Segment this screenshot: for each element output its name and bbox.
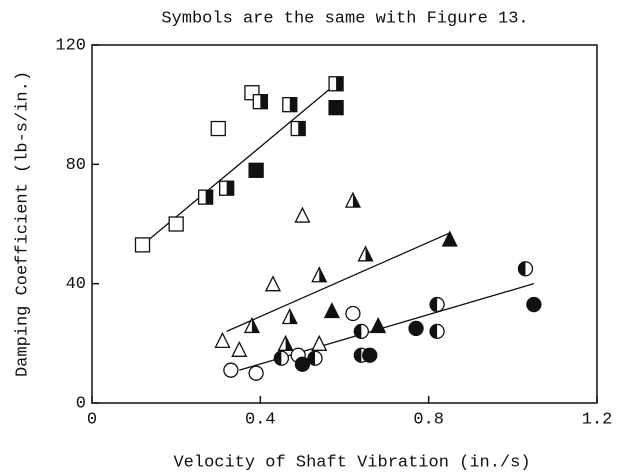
data-point (281, 308, 298, 325)
data-point (231, 340, 248, 357)
data-point (294, 356, 311, 372)
marker-half (260, 94, 268, 109)
data-point (429, 296, 445, 313)
x-tick-label: 0 (87, 410, 97, 429)
marker-outline (294, 356, 311, 372)
data-point (517, 261, 534, 277)
y-tick-label: 0 (76, 394, 86, 413)
data-point (307, 350, 323, 366)
data-point (290, 120, 306, 137)
marker-half (352, 193, 360, 208)
data-point (134, 237, 151, 253)
data-point (328, 76, 344, 92)
marker-half (308, 351, 316, 366)
y-tick-label: 80 (66, 156, 86, 175)
data-point (311, 266, 328, 283)
y-tick-label: 40 (66, 275, 86, 294)
marker-outline (264, 275, 282, 292)
marker-outline (248, 162, 264, 178)
fit-line (226, 232, 450, 332)
data-point (197, 189, 214, 205)
data-point (429, 323, 445, 340)
marker-half (354, 348, 362, 363)
marker-half (336, 76, 344, 91)
data-point (210, 120, 226, 137)
data-point (441, 230, 458, 247)
data-point (168, 216, 184, 232)
data-point (311, 334, 328, 351)
chart-title: Symbols are the same with Figure 13. (161, 9, 528, 28)
x-tick-label: 0.4 (245, 410, 276, 429)
marker-outline (168, 216, 184, 232)
plot-frame (91, 44, 598, 404)
data-point (223, 362, 239, 378)
marker-outline (248, 365, 264, 381)
data-point (323, 302, 340, 319)
marker-half (274, 351, 282, 366)
data-point (328, 100, 344, 116)
data-point (219, 180, 235, 196)
marker-outline (214, 331, 231, 349)
marker-outline (294, 206, 311, 223)
marker-half (319, 267, 327, 282)
data-point (252, 94, 268, 110)
x-tick-label: 1.2 (582, 410, 613, 429)
data-point (345, 305, 361, 322)
data-point (357, 245, 374, 262)
marker-outline (323, 302, 340, 319)
marker-half (289, 97, 297, 112)
data-point (408, 320, 424, 337)
marker-outline (134, 237, 151, 253)
data-point (277, 334, 294, 351)
y-axis-label: Damping Coefficient (lb-s/in.) (13, 71, 32, 377)
marker-half (298, 121, 306, 136)
data-point (273, 350, 290, 366)
data-point (353, 323, 369, 340)
marker-half (285, 336, 293, 351)
marker-half (518, 261, 526, 276)
data-point (214, 331, 231, 349)
marker-outline (441, 230, 458, 247)
marker-half (354, 324, 362, 339)
marker-outline (408, 320, 424, 337)
marker-half (365, 246, 373, 261)
marker-half (430, 297, 438, 312)
data-point (243, 316, 260, 334)
data-point (294, 206, 311, 223)
marker-half (205, 190, 213, 205)
data-point (264, 275, 282, 292)
marker-half (430, 324, 438, 339)
data-point (370, 316, 387, 334)
marker-outline (370, 316, 387, 334)
data-point (362, 347, 378, 363)
data-point (526, 296, 542, 313)
marker-outline (231, 340, 248, 357)
x-tick-label: 0.8 (413, 410, 444, 429)
marker-outline (526, 296, 542, 313)
x-axis-label: Velocity of Shaft Vibration (in./s) (173, 453, 530, 472)
data-point (344, 191, 361, 208)
data-point (282, 97, 298, 113)
marker-outline (328, 100, 344, 116)
marker-half (251, 318, 259, 333)
y-tick-label: 120 (55, 36, 86, 55)
marker-outline (362, 347, 378, 363)
marker-half (289, 309, 297, 324)
marker-half (226, 181, 234, 196)
data-point (248, 162, 264, 178)
marker-outline (210, 120, 226, 137)
data-point (248, 365, 264, 381)
marker-outline (345, 305, 361, 322)
marker-outline (223, 362, 239, 378)
marker-outline (311, 334, 328, 351)
